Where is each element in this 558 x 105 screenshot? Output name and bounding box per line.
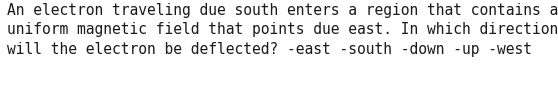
Text: An electron traveling due south enters a region that contains a
uniform magnetic: An electron traveling due south enters a…: [7, 3, 558, 57]
